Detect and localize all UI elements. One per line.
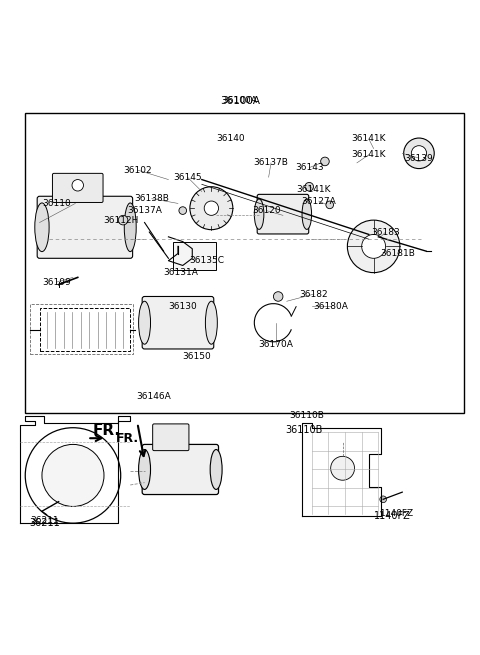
- Text: 36131A: 36131A: [163, 268, 198, 277]
- Text: 36211: 36211: [29, 518, 60, 528]
- Text: 36170A: 36170A: [258, 340, 293, 348]
- Circle shape: [179, 207, 187, 214]
- Text: 36112H: 36112H: [103, 215, 138, 225]
- Text: 36110B: 36110B: [286, 425, 323, 435]
- Text: 36137A: 36137A: [127, 206, 162, 215]
- Text: 36138B: 36138B: [134, 194, 169, 203]
- Text: 36183: 36183: [371, 227, 400, 236]
- Text: 36137B: 36137B: [253, 159, 288, 168]
- Circle shape: [118, 215, 128, 225]
- Text: 36181B: 36181B: [380, 249, 415, 258]
- Ellipse shape: [210, 449, 222, 489]
- Circle shape: [305, 183, 313, 191]
- Text: 36211: 36211: [30, 516, 59, 525]
- Text: 36150: 36150: [183, 352, 211, 361]
- Text: 36140: 36140: [216, 134, 245, 143]
- Text: 36100A: 36100A: [220, 96, 260, 106]
- Ellipse shape: [302, 199, 312, 229]
- Text: 36141K: 36141K: [351, 150, 386, 159]
- Ellipse shape: [124, 203, 136, 252]
- Text: 36199: 36199: [42, 278, 71, 287]
- Circle shape: [190, 187, 233, 230]
- Circle shape: [25, 428, 120, 523]
- Circle shape: [72, 179, 84, 191]
- Text: FR.: FR.: [92, 422, 120, 438]
- Circle shape: [362, 234, 385, 258]
- Text: 36141K: 36141K: [297, 185, 331, 194]
- Bar: [25, 113, 464, 413]
- Text: 36110B: 36110B: [289, 411, 324, 421]
- Ellipse shape: [205, 301, 217, 345]
- Text: 36143: 36143: [295, 163, 324, 172]
- Text: 36130: 36130: [168, 301, 197, 310]
- Text: 36127A: 36127A: [301, 196, 336, 206]
- Circle shape: [326, 201, 334, 209]
- Ellipse shape: [139, 301, 151, 345]
- Ellipse shape: [254, 199, 264, 229]
- Text: 36120: 36120: [252, 206, 280, 215]
- Circle shape: [274, 291, 283, 301]
- Text: FR.: FR.: [116, 432, 139, 445]
- Text: 1140FZ: 1140FZ: [381, 509, 415, 518]
- FancyBboxPatch shape: [142, 297, 214, 349]
- FancyBboxPatch shape: [153, 424, 189, 451]
- FancyBboxPatch shape: [257, 195, 309, 234]
- Text: 36139: 36139: [405, 153, 433, 162]
- Bar: [173, 242, 216, 271]
- Text: 36110: 36110: [42, 199, 71, 208]
- Text: 36146A: 36146A: [137, 392, 171, 402]
- Circle shape: [204, 201, 218, 215]
- Bar: [39, 309, 130, 351]
- Circle shape: [348, 220, 400, 272]
- Text: 36182: 36182: [300, 290, 328, 299]
- Text: 36145: 36145: [173, 173, 202, 181]
- Text: 36180A: 36180A: [313, 301, 348, 310]
- Text: 1140FZ: 1140FZ: [374, 511, 411, 521]
- Text: 36100A: 36100A: [223, 96, 257, 105]
- Circle shape: [321, 157, 329, 166]
- FancyBboxPatch shape: [37, 196, 132, 258]
- FancyBboxPatch shape: [142, 445, 218, 495]
- Ellipse shape: [35, 203, 49, 252]
- FancyBboxPatch shape: [52, 174, 103, 202]
- Text: 36102: 36102: [123, 166, 152, 174]
- Circle shape: [404, 138, 434, 168]
- Text: 36141K: 36141K: [351, 134, 386, 143]
- Text: 36135C: 36135C: [189, 256, 224, 265]
- Circle shape: [380, 496, 386, 502]
- Circle shape: [411, 145, 427, 161]
- Bar: [30, 304, 132, 354]
- Circle shape: [331, 457, 355, 480]
- Ellipse shape: [139, 449, 151, 489]
- Circle shape: [42, 445, 104, 506]
